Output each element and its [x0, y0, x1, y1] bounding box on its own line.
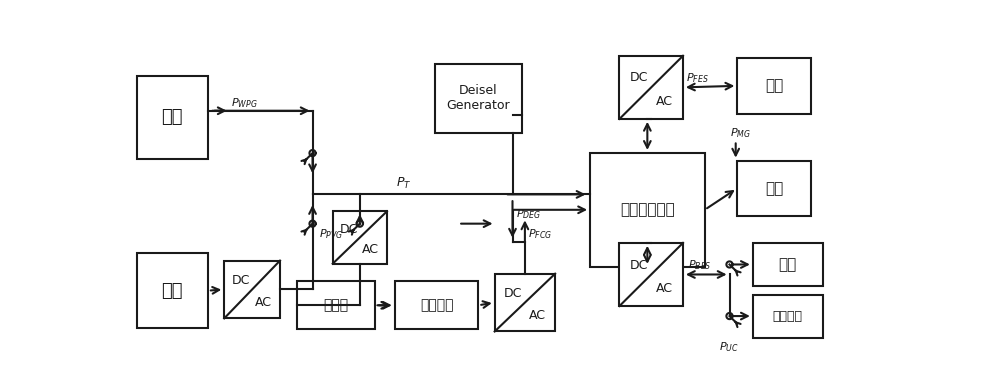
Text: AC: AC: [655, 95, 672, 108]
Text: AC: AC: [255, 296, 272, 309]
Bar: [224, 261, 280, 319]
Bar: [435, 64, 522, 133]
Bar: [333, 211, 387, 264]
Text: AC: AC: [528, 309, 545, 322]
Text: $P_{FCG}$: $P_{FCG}$: [528, 227, 552, 241]
Text: DC: DC: [629, 258, 648, 272]
Text: DC: DC: [504, 288, 522, 300]
Bar: [590, 153, 705, 267]
Text: AC: AC: [362, 242, 379, 256]
Bar: [137, 253, 208, 328]
Text: $P_{FES}$: $P_{FES}$: [686, 71, 709, 85]
Text: DC: DC: [629, 71, 648, 85]
Text: 负荷: 负荷: [765, 181, 783, 196]
Text: 燃料电池: 燃料电池: [420, 298, 453, 312]
Text: 风机: 风机: [162, 108, 183, 126]
Bar: [297, 281, 375, 329]
Bar: [737, 161, 811, 216]
Text: 电池: 电池: [778, 257, 797, 272]
Bar: [753, 294, 822, 338]
Bar: [753, 243, 822, 286]
Text: DC: DC: [232, 274, 250, 288]
Bar: [495, 274, 555, 331]
Text: AC: AC: [655, 282, 672, 295]
Text: $P_{PVG}$: $P_{PVG}$: [319, 227, 343, 241]
Text: 光伏: 光伏: [162, 282, 183, 300]
Text: $P_T$: $P_T$: [396, 176, 412, 191]
Text: $P_{DEG}$: $P_{DEG}$: [516, 207, 541, 220]
Bar: [737, 58, 811, 114]
Text: $P_{MG}$: $P_{MG}$: [730, 126, 751, 140]
Bar: [395, 281, 478, 329]
Text: 电解槽: 电解槽: [323, 298, 348, 312]
Text: 飞轮: 飞轮: [765, 78, 783, 94]
Text: $P_{BES}$: $P_{BES}$: [688, 258, 711, 272]
Text: 能量管理单元: 能量管理单元: [620, 202, 675, 217]
Text: DC: DC: [340, 223, 358, 236]
Text: $P_{WPG}$: $P_{WPG}$: [231, 96, 258, 110]
Bar: [619, 243, 683, 306]
Bar: [619, 56, 683, 119]
Text: $P_{UC}$: $P_{UC}$: [719, 340, 738, 354]
Text: Deisel
Generator: Deisel Generator: [447, 84, 510, 112]
Text: 超级电容: 超级电容: [773, 310, 803, 322]
Bar: [137, 76, 208, 159]
